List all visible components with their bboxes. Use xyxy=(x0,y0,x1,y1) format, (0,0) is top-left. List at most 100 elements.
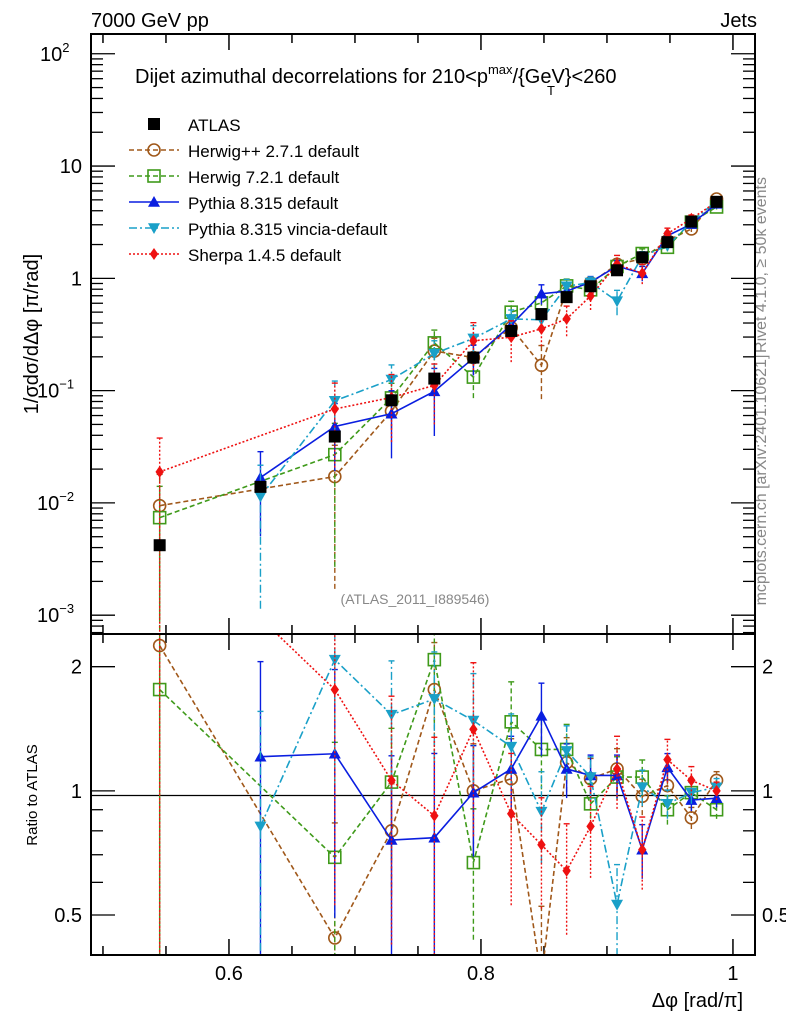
data-point xyxy=(560,281,573,293)
data-point xyxy=(535,287,548,299)
y-axis-label: 1/σdσ/dΔφ [π/rad] xyxy=(21,254,43,414)
ratio-series-pythia-8-315-default xyxy=(254,660,723,955)
legend-item: Sherpa 1.4.5 default xyxy=(129,246,341,265)
atlas-data-point xyxy=(428,372,441,385)
legend-label: Pythia 8.315 default xyxy=(188,194,339,213)
ratio-point xyxy=(537,838,546,851)
data-point xyxy=(611,296,624,308)
ratio-point xyxy=(387,774,396,787)
legend-item: Herwig++ 2.7.1 default xyxy=(129,142,359,161)
ratio-tick-label-left: 0.5 xyxy=(54,905,82,927)
ratio-tick-label-left: 2 xyxy=(71,657,82,679)
x-tick-label: 1 xyxy=(727,963,738,985)
ratio-point xyxy=(611,899,624,911)
ratio-point xyxy=(663,753,672,766)
data-point xyxy=(155,465,164,478)
ratio-point xyxy=(505,741,518,753)
ratio-plot-area xyxy=(152,634,724,955)
atlas-data-point xyxy=(584,280,597,293)
ratio-point xyxy=(467,715,480,727)
ratio-point xyxy=(586,820,595,833)
legend: ATLAS Herwig++ 2.7.1 default Herwig 7.2.1 … xyxy=(129,116,388,265)
legend-item: Herwig 7.2.1 default xyxy=(129,168,339,187)
ratio-point xyxy=(469,723,478,736)
legend-marker xyxy=(147,143,161,157)
data-point xyxy=(638,267,647,280)
ratio-tick-label-right: 2 xyxy=(762,657,773,679)
ratio-series-line xyxy=(275,634,717,873)
data-point xyxy=(330,402,340,415)
legend-marker xyxy=(148,118,160,130)
y-tick-label: 10 xyxy=(60,156,82,178)
legend-label: Pythia 8.315 vincia-default xyxy=(188,220,388,239)
ratio-plot-frame xyxy=(90,633,756,956)
ratio-tick-label-right: 0.5 xyxy=(762,905,786,927)
x-tick-label: 0.8 xyxy=(467,963,495,985)
ratio-point xyxy=(687,774,696,787)
data-point xyxy=(428,348,441,360)
y-tick-label: 102 xyxy=(40,40,69,66)
data-point xyxy=(505,314,518,325)
legend-label: Herwig++ 2.7.1 default xyxy=(188,142,359,161)
y-tick-label: 10−2 xyxy=(37,489,74,515)
ratio-point xyxy=(684,811,699,825)
ratio-point xyxy=(430,809,439,822)
atlas-data-point xyxy=(254,480,267,493)
legend-item: ATLAS xyxy=(148,116,241,135)
y-tick-label: 10−1 xyxy=(37,377,74,403)
ratio-point xyxy=(661,799,674,810)
y-tick-label: 10−3 xyxy=(37,601,74,627)
legend-marker xyxy=(148,223,160,234)
title-sub: T xyxy=(547,83,555,98)
title-suffix: /{GeV}<260 xyxy=(513,66,617,88)
atlas-data-point xyxy=(661,236,674,249)
ratio-point xyxy=(612,762,622,775)
header-right: Jets xyxy=(720,10,757,32)
ratio-point xyxy=(636,782,649,794)
ratio-series-sherpa-1-4-5-default xyxy=(158,634,721,955)
ratio-point xyxy=(712,784,721,797)
chart-title: Dijet azimuthal decorrelations for 210<p… xyxy=(135,62,617,88)
main-plot-area xyxy=(152,192,724,634)
ratio-point xyxy=(685,787,698,799)
series-line xyxy=(159,198,718,507)
rivet-version-label: Rivet 4.1.0, ≥ 50k events xyxy=(753,177,770,353)
atlas-data-point xyxy=(153,539,166,552)
x-axis-label: Δφ [rad/π] xyxy=(652,990,743,1012)
y-tick-label: 1 xyxy=(71,268,82,290)
tick-labels: 0.6 0.8 1 102 10 1 10−1 10−2 10−3 2 2 1 1 0.5 0.5 xyxy=(37,40,786,985)
atlas-data-point xyxy=(560,291,573,304)
atlas-data-point xyxy=(385,394,398,407)
data-point xyxy=(534,358,549,373)
header-left: 7000 GeV pp xyxy=(91,10,209,32)
atlas-data-point xyxy=(535,308,548,321)
ratio-y-axis-label: Ratio to ATLAS xyxy=(24,744,41,845)
legend-marker xyxy=(149,248,159,260)
title-sup: max xyxy=(488,62,513,77)
data-point xyxy=(537,322,546,335)
ratio-tick-label-right: 1 xyxy=(762,781,773,803)
data-point xyxy=(586,289,595,302)
data-point xyxy=(469,334,478,347)
ratio-point xyxy=(466,855,481,870)
x-tick-label: 0.6 xyxy=(215,963,243,985)
plot-data xyxy=(152,192,724,955)
title-prefix: Dijet azimuthal decorrelations for 210<p xyxy=(135,66,488,88)
atlas-data-point xyxy=(467,351,480,364)
legend-marker xyxy=(147,169,161,183)
ratio-point xyxy=(428,694,441,705)
atlas-data-point xyxy=(505,324,518,337)
ratio-series-line xyxy=(259,658,717,905)
ratio-point xyxy=(584,772,597,784)
atlas-data-point xyxy=(636,251,649,264)
mcplots-label: mcplots.cern.ch [arXiv:2401.10621] xyxy=(753,355,770,606)
ratio-point xyxy=(506,807,516,820)
legend-item: Pythia 8.315 default xyxy=(129,194,339,213)
ratio-series-pythia-8-315-vincia-default xyxy=(254,634,723,955)
ratio-point xyxy=(254,821,267,833)
atlas-data-point xyxy=(710,195,723,208)
data-point xyxy=(254,491,267,503)
ratio-series-line xyxy=(260,714,717,853)
legend-item: Pythia 8.315 vincia-default xyxy=(129,220,388,239)
atlas-data-point xyxy=(611,264,624,277)
